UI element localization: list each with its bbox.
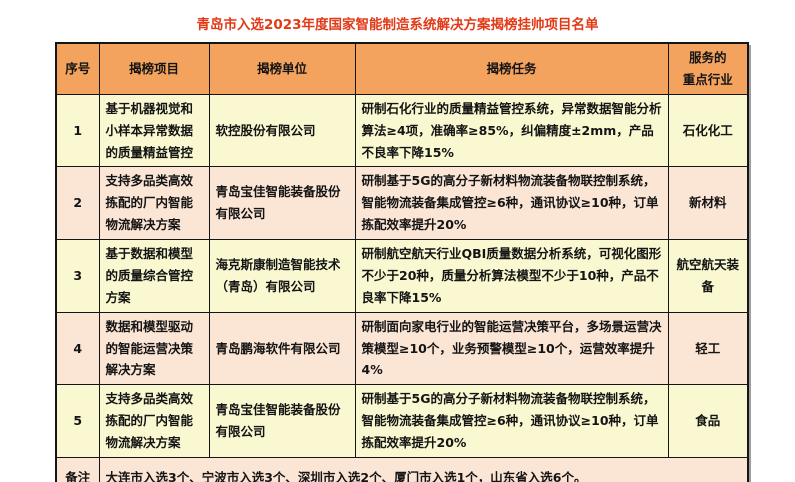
table-row: 1 基于机器视觉和小样本异常数据的质量精益管控 软控股份有限公司 研制石化行业的…: [55, 93, 749, 168]
unit-cell: 海克斯康制造智能技术（青岛）有限公司: [208, 239, 356, 313]
header-row: 序号 揭榜项目 揭榜单位 揭榜任务 服务的 重点行业: [55, 42, 749, 95]
task-cell: 研制面向家电行业的智能运营决策平台，多场景运营决策模型≥10个，业务预警模型≥1…: [354, 311, 669, 386]
table-row: 4 数据和模型驱动的智能运营决策解决方案 青岛鹏海软件有限公司 研制面向家电行业…: [55, 311, 749, 386]
unit-cell: 青岛宝佳智能装备股份有限公司: [208, 166, 356, 240]
industry-cell: 航空航天装备: [667, 239, 749, 313]
col-header-serial: 序号: [55, 42, 100, 95]
remark-text-cell: 大连市入选3个、宁波市入选3个、深圳市入选2个、厦门市入选1个，山东省入选6个。: [98, 456, 749, 482]
project-cell: 基于机器视觉和小样本异常数据的质量精益管控: [98, 93, 210, 168]
project-cell: 支持多品类高效拣配的厂内智能物流解决方案: [98, 384, 210, 458]
unit-cell: 青岛宝佳智能装备股份有限公司: [208, 384, 356, 458]
industry-cell: 食品: [667, 384, 749, 458]
table-row: 3 基于数据和模型的质量综合管控方案 海克斯康制造智能技术（青岛）有限公司 研制…: [55, 239, 749, 313]
serial-cell: 4: [55, 311, 100, 386]
project-cell: 支持多品类高效拣配的厂内智能物流解决方案: [98, 166, 210, 240]
col-header-unit: 揭榜单位: [208, 42, 356, 95]
page-title: 青岛市入选2023年度国家智能制造系统解决方案揭榜挂帅项目名单: [196, 17, 599, 33]
task-cell: 研制航空航天行业QBI质量数据分析系统，可视化图形不少于20种，质量分析算法模型…: [354, 239, 669, 313]
serial-cell: 5: [55, 384, 100, 458]
remark-label-cell: 备注: [55, 456, 100, 482]
table-row: 5 支持多品类高效拣配的厂内智能物流解决方案 青岛宝佳智能装备股份有限公司 研制…: [55, 384, 749, 458]
unit-cell: 青岛鹏海软件有限公司: [208, 311, 356, 386]
serial-cell: 3: [55, 239, 100, 313]
task-cell: 研制石化行业的质量精益管控系统，异常数据智能分析算法≥4项，准确率≥85%，纠偏…: [354, 93, 669, 168]
project-cell: 数据和模型驱动的智能运营决策解决方案: [98, 311, 210, 386]
serial-cell: 1: [55, 93, 100, 168]
remark-row: 备注 大连市入选3个、宁波市入选3个、深圳市入选2个、厦门市入选1个，山东省入选…: [55, 456, 749, 482]
industry-cell: 轻工: [667, 311, 749, 386]
industry-cell: 石化化工: [667, 93, 749, 168]
project-cell: 基于数据和模型的质量综合管控方案: [98, 239, 210, 313]
col-header-project: 揭榜项目: [98, 42, 210, 95]
industry-cell: 新材料: [667, 166, 749, 240]
task-cell: 研制基于5G的高分子新材料物流装备物联控制系统，智能物流装备集成管控≥6种，通讯…: [354, 166, 669, 240]
table-row: 2 支持多品类高效拣配的厂内智能物流解决方案 青岛宝佳智能装备股份有限公司 研制…: [55, 166, 749, 240]
projects-table: 序号 揭榜项目 揭榜单位 揭榜任务 服务的 重点行业 1 基于机器视觉和小样本异…: [55, 42, 749, 482]
unit-cell: 软控股份有限公司: [208, 93, 356, 168]
serial-cell: 2: [55, 166, 100, 240]
col-header-industry: 服务的 重点行业: [667, 42, 749, 95]
task-cell: 研制基于5G的高分子新材料物流装备物联控制系统，智能物流装备集成管控≥6种，通讯…: [354, 384, 669, 458]
col-header-task: 揭榜任务: [354, 42, 669, 95]
